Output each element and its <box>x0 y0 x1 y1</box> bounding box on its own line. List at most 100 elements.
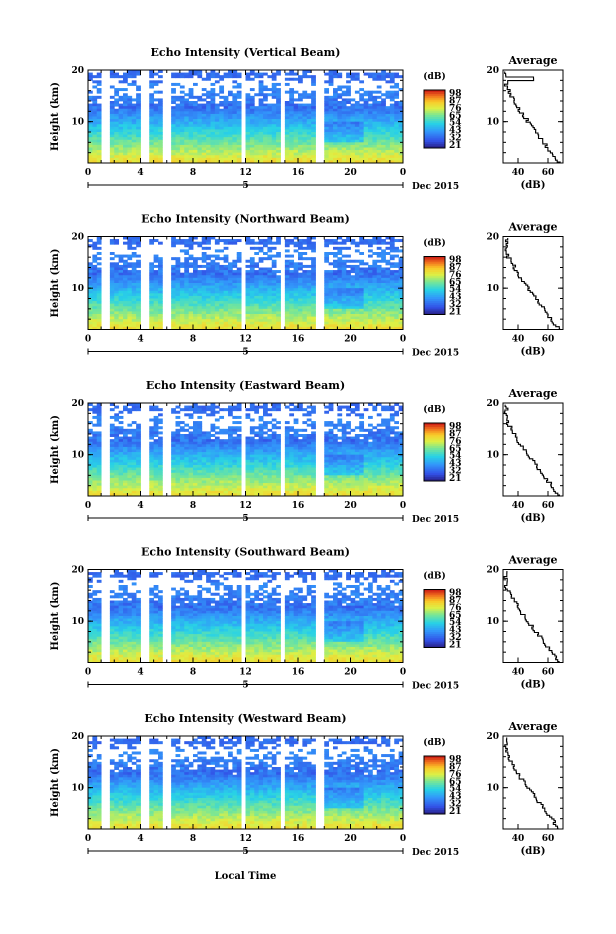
heatmap-cell <box>276 132 281 135</box>
heatmap-cell <box>197 244 202 247</box>
heatmap-cell <box>171 96 176 99</box>
heatmap-cell <box>92 319 97 322</box>
heatmap-cell <box>119 129 124 132</box>
heatmap-cell <box>285 78 290 81</box>
heatmap-cell <box>215 291 220 294</box>
heatmap-cell <box>114 268 119 271</box>
avg-x-label: (dB) <box>521 180 546 191</box>
heatmap-cell <box>342 148 347 151</box>
heatmap-cell <box>189 114 194 117</box>
heatmap-cell <box>158 455 163 458</box>
heatmap-cell <box>355 309 360 312</box>
heatmap-cell <box>285 137 290 140</box>
heatmap-cell <box>180 429 185 432</box>
heatmap-cell <box>285 311 290 314</box>
heatmap-cell <box>114 413 119 416</box>
heatmap-cell <box>127 304 132 307</box>
heatmap-cell <box>329 437 334 440</box>
heatmap-cell <box>285 457 290 460</box>
heatmap-cell <box>372 319 377 322</box>
heatmap-cell <box>329 239 334 242</box>
heatmap-cell <box>171 83 176 86</box>
heatmap-cell <box>259 324 264 327</box>
heatmap-cell <box>193 437 198 440</box>
heatmap-cell <box>302 322 307 325</box>
heatmap-cell <box>237 406 242 409</box>
heatmap-cell <box>189 452 194 455</box>
heatmap-cell <box>237 429 242 432</box>
heatmap-cell <box>337 252 342 255</box>
heatmap-cell <box>324 135 329 138</box>
heatmap-cell <box>394 140 399 143</box>
heatmap-cell <box>333 283 338 286</box>
heatmap-cell <box>224 293 229 296</box>
heatmap-cell <box>390 273 395 276</box>
heatmap-cell <box>359 270 364 273</box>
heatmap-cell <box>219 273 224 276</box>
average-frame <box>503 237 563 330</box>
heatmap-cell <box>259 80 264 83</box>
heatmap-cell <box>289 314 294 317</box>
heatmap-cell <box>92 299 97 302</box>
heatmap-cell <box>337 145 342 148</box>
heatmap-cell <box>302 296 307 299</box>
heatmap-cell <box>92 314 97 317</box>
heatmap-cell <box>154 324 159 327</box>
heatmap-cell <box>224 114 229 117</box>
heatmap-cell <box>263 437 268 440</box>
heatmap-cell <box>372 447 377 450</box>
heatmap-cell <box>298 93 303 96</box>
heatmap-cell <box>276 286 281 289</box>
heatmap-cell <box>386 124 391 127</box>
heatmap-cell <box>224 148 229 151</box>
heatmap-cell <box>250 324 255 327</box>
heatmap-cell <box>254 145 259 148</box>
heatmap-cell <box>372 301 377 304</box>
heatmap-cell <box>232 283 237 286</box>
heatmap-cell <box>136 265 141 268</box>
heatmap-cell <box>224 447 229 450</box>
heatmap-cell <box>302 247 307 250</box>
heatmap-cell <box>114 431 119 434</box>
heatmap-cell <box>259 132 264 135</box>
heatmap-cell <box>123 322 128 325</box>
heatmap-cell <box>132 452 137 455</box>
heatmap-cell <box>377 260 382 263</box>
heatmap-cell <box>136 135 141 138</box>
heatmap-cell <box>250 262 255 265</box>
heatmap-cell <box>123 301 128 304</box>
heatmap-cell <box>390 244 395 247</box>
heatmap-cell <box>211 450 216 453</box>
heatmap-cell <box>390 122 395 125</box>
heatmap-cell <box>377 150 382 153</box>
heatmap-cell <box>123 406 128 409</box>
heatmap-cell <box>267 309 272 312</box>
heatmap-cell <box>219 101 224 104</box>
heatmap-cell <box>342 91 347 94</box>
heatmap-cell <box>193 270 198 273</box>
heatmap-cell <box>184 119 189 122</box>
heatmap-cell <box>154 311 159 314</box>
heatmap-cell <box>381 293 386 296</box>
heatmap-cell <box>206 439 211 442</box>
heatmap-cell <box>127 283 132 286</box>
heatmap-cell <box>184 434 189 437</box>
heatmap-cell <box>211 91 216 94</box>
heatmap-cell <box>285 142 290 145</box>
heatmap-cell <box>394 273 399 276</box>
heatmap-cell <box>250 150 255 153</box>
heatmap-cell <box>123 319 128 322</box>
heatmap-cell <box>149 455 154 458</box>
heatmap-cell <box>294 283 299 286</box>
heatmap-cell <box>193 124 198 127</box>
heatmap-cell <box>136 262 141 265</box>
heatmap-cell <box>289 91 294 94</box>
heatmap-cell <box>228 278 233 281</box>
heatmap-cell <box>298 255 303 258</box>
heatmap-cell <box>381 155 386 158</box>
heatmap-cell <box>324 155 329 158</box>
heatmap-cell <box>346 408 351 411</box>
heatmap-cell <box>324 411 329 414</box>
heatmap-cell <box>176 416 181 419</box>
